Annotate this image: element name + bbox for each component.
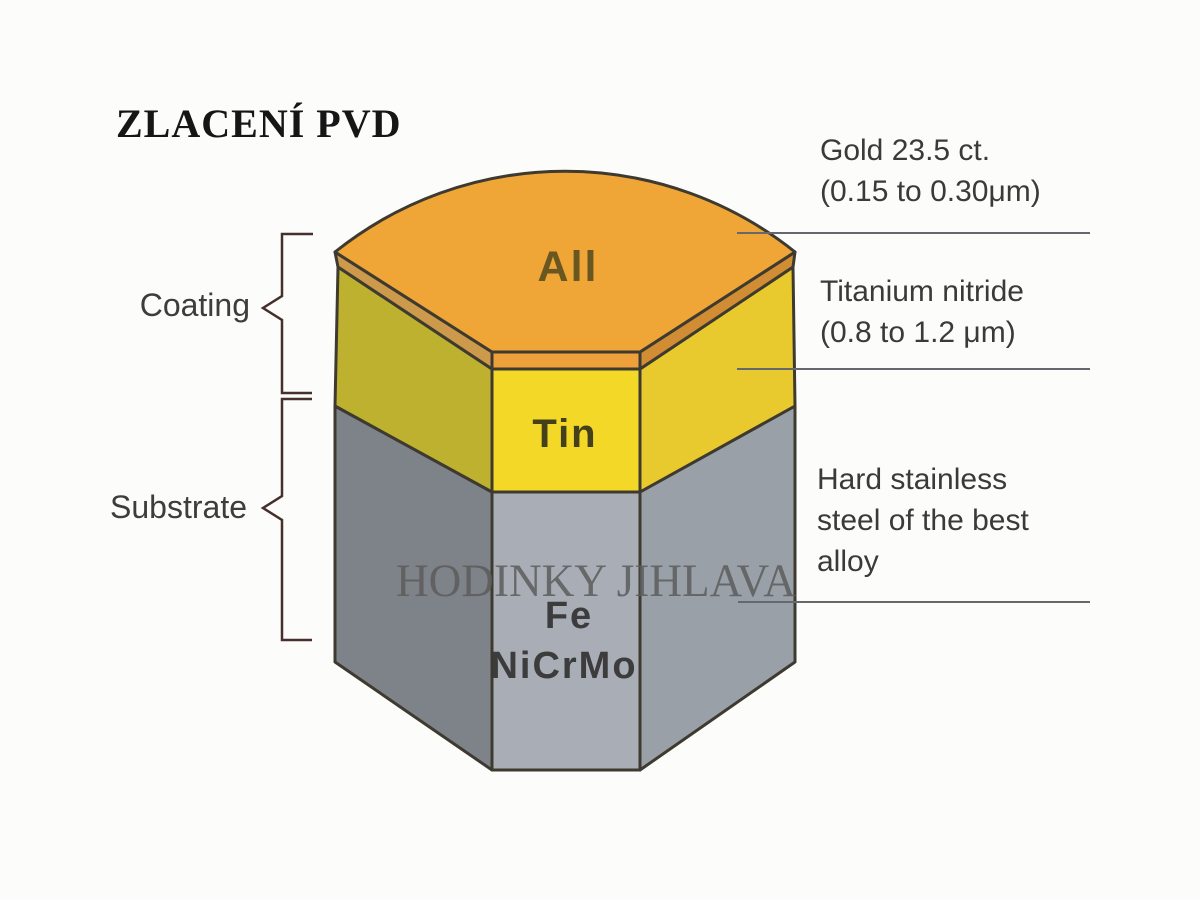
callout-titanium: Titanium nitride (0.8 to 1.2 μm)	[820, 271, 1024, 353]
callout-steel-line1: Hard stainless	[817, 463, 1008, 496]
gold-rim-front	[490, 350, 642, 371]
callout-titanium-line2: (0.8 to 1.2 μm)	[820, 316, 1016, 349]
callout-gold-line2: (0.15 to 0.30μm)	[820, 175, 1041, 208]
watermark-text: HODINKY JIHLAVA	[396, 555, 796, 607]
callout-steel-line3: alloy	[817, 545, 879, 578]
tin-face-label: Tin	[532, 412, 597, 456]
callout-gold: Gold 23.5 ct. (0.15 to 0.30μm)	[820, 130, 1041, 212]
steel-face-label-line1: Fe	[545, 595, 593, 637]
page-title: ZLACENÍ PVD	[116, 101, 402, 146]
callout-titanium-line1: Titanium nitride	[820, 275, 1024, 308]
substrate-label: Substrate	[110, 489, 247, 525]
callout-steel-line2: steel of the best	[817, 504, 1029, 537]
gold-top-face-label: All	[538, 243, 599, 291]
substrate-bracket	[260, 397, 312, 642]
coating-bracket	[260, 232, 313, 395]
callout-steel: Hard stainless steel of the best alloy	[817, 459, 1029, 582]
callout-gold-line1: Gold 23.5 ct.	[820, 134, 991, 167]
steel-face-label-line2: NiCrMo	[490, 645, 637, 687]
coating-label: Coating	[139, 287, 250, 323]
